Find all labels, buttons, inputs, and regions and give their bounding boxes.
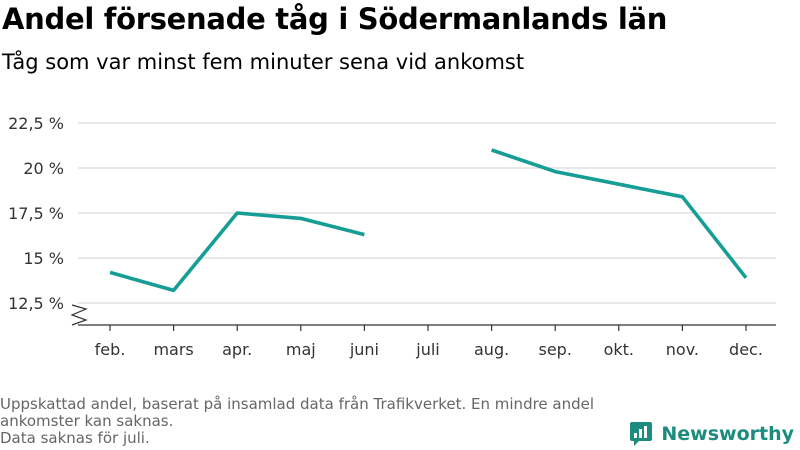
y-tick-label: 20 % [23, 159, 64, 178]
x-tick-label: maj [286, 340, 316, 359]
y-tick-label: 15 % [23, 249, 64, 268]
series-line [109, 211, 365, 293]
y-tick-label: 12,5 % [8, 294, 64, 313]
axis-break-marker [70, 304, 88, 326]
x-tick-label: apr. [222, 340, 252, 359]
footer-line: Data saknas för juli. [0, 429, 150, 447]
x-tick-label: dec. [729, 340, 763, 359]
x-tick-label: aug. [474, 340, 509, 359]
x-tick-label: mars [153, 340, 193, 359]
chart-subtitle: Tåg som var minst fem minuter sena vid a… [2, 50, 525, 74]
y-tick-label: 17,5 % [8, 204, 64, 223]
x-tick-label: okt. [604, 340, 634, 359]
x-tick-label: feb. [95, 340, 126, 359]
x-tick-label: juli [415, 340, 439, 359]
x-tick-label: juni [349, 340, 379, 359]
brand-name: Newsworthy [661, 423, 794, 445]
footer-note: Uppskattad andel, baserat på insamlad da… [0, 396, 640, 447]
line-chart: 12,5 % 15 % 17,5 % 20 % 22,5 % feb. mars apr. ma… [8, 114, 776, 359]
newsworthy-logo-icon [630, 422, 653, 446]
series-line [491, 148, 748, 279]
y-tick-label: 22,5 % [8, 114, 64, 133]
footer-line: ankomster kan saknas. [0, 412, 174, 430]
x-tick-label: nov. [666, 340, 699, 359]
brand: Newsworthy [629, 420, 794, 448]
x-tick-label: sep. [538, 340, 571, 359]
chart-title: Andel försenade tåg i Södermanlands län [2, 2, 668, 36]
footer-line: Uppskattad andel, baserat på insamlad da… [0, 395, 595, 413]
